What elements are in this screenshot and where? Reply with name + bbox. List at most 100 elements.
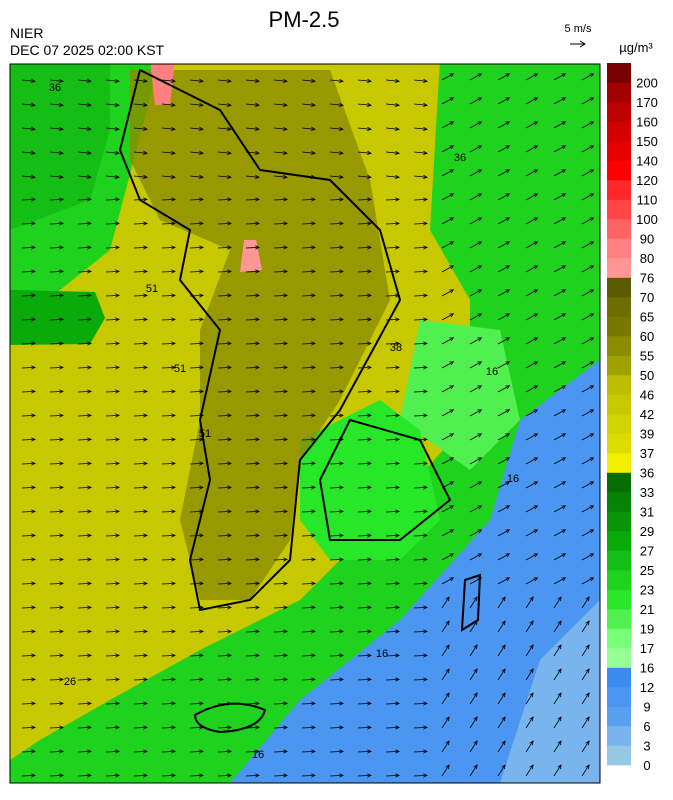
- wind-arrow: [189, 510, 204, 513]
- wind-arrow-head: [395, 725, 400, 730]
- wind-arrow: [413, 198, 428, 201]
- wind-arrow-head: [115, 461, 120, 466]
- wind-arrow: [77, 726, 92, 729]
- wind-arrow: [441, 217, 454, 225]
- wind-arrow: [105, 654, 120, 657]
- wind-arrow-head: [529, 668, 534, 674]
- wind-arrow-head: [171, 102, 176, 108]
- wind-arrow: [301, 534, 316, 537]
- wind-arrow: [133, 294, 148, 297]
- wind-arrow-head: [311, 605, 316, 610]
- wind-arrow: [77, 366, 92, 369]
- wind-arrow-head: [255, 581, 260, 586]
- wind-arrow-head: [87, 533, 92, 538]
- wind-arrow: [441, 289, 454, 297]
- wind-arrow: [49, 222, 64, 225]
- colorbar-tick-label: 110: [637, 193, 658, 208]
- wind-arrow-head: [473, 596, 478, 602]
- wind-arrow-head: [255, 557, 260, 562]
- wind-arrow-head: [533, 121, 539, 126]
- wind-arrow: [49, 774, 64, 777]
- wind-arrow: [413, 486, 428, 489]
- wind-arrow-head: [115, 629, 120, 634]
- wind-arrow-head: [283, 389, 288, 394]
- wind-arrow-head: [87, 174, 92, 180]
- wind-arrow-head: [59, 78, 64, 84]
- wind-arrow: [581, 217, 594, 225]
- wind-arrow-head: [311, 269, 316, 274]
- wind-arrow: [105, 103, 119, 106]
- wind-arrow-head: [283, 221, 288, 226]
- wind-arrow-head: [255, 389, 260, 394]
- wind-arrow: [553, 433, 566, 441]
- wind-arrow: [553, 529, 566, 537]
- wind-arrow: [497, 289, 510, 297]
- wind-arrow: [469, 169, 482, 177]
- wind-arrow-head: [449, 385, 455, 390]
- wind-arrow-head: [143, 389, 148, 394]
- wind-arrow: [77, 486, 92, 489]
- wind-arrow-head: [589, 121, 595, 126]
- wind-arrow-head: [143, 150, 148, 156]
- wind-arrow: [497, 193, 510, 201]
- wind-arrow-head: [255, 437, 260, 442]
- wind-arrow: [21, 390, 36, 393]
- wind-arrow: [469, 313, 482, 321]
- wind-arrow: [161, 486, 176, 489]
- colorbar-segment: [607, 609, 631, 629]
- wind-arrow: [245, 198, 260, 201]
- wind-arrow-head: [227, 78, 232, 84]
- wind-arrow-head: [311, 293, 316, 298]
- timestamp: DEC 07 2025 02:00 KST: [10, 42, 165, 58]
- wind-arrow-head: [31, 221, 36, 226]
- wind-arrow-head: [311, 437, 316, 442]
- wind-arrow: [525, 764, 534, 777]
- wind-arrow-head: [199, 557, 204, 562]
- wind-arrow-head: [339, 389, 344, 394]
- wind-arrow: [189, 151, 203, 154]
- wind-arrow: [21, 606, 36, 609]
- wind-arrow-head: [585, 764, 590, 770]
- wind-arrow: [301, 175, 315, 178]
- wind-arrow: [49, 79, 63, 82]
- wind-arrow: [161, 606, 176, 609]
- wind-arrow: [105, 774, 120, 777]
- wind-arrow-head: [339, 677, 344, 682]
- wind-arrow: [497, 313, 510, 321]
- wind-arrow-head: [339, 174, 344, 180]
- wind-arrow-head: [59, 365, 64, 370]
- wind-arrow-head: [227, 725, 232, 730]
- wind-arrow-head: [283, 725, 288, 730]
- wind-arrow-head: [561, 337, 567, 342]
- wind-arrow-head: [473, 764, 478, 770]
- wind-arrow-head: [339, 365, 344, 370]
- wind-arrow: [469, 241, 482, 249]
- wind-arrow-head: [31, 605, 36, 610]
- wind-arrow: [161, 294, 176, 297]
- wind-arrow-head: [445, 644, 450, 650]
- wind-arrow: [413, 342, 428, 345]
- wind-arrow-head: [255, 629, 260, 634]
- wind-arrow-head: [423, 557, 428, 562]
- wind-arrow-head: [171, 725, 176, 730]
- wind-arrow-head: [199, 677, 204, 682]
- wind-arrow-head: [529, 596, 534, 602]
- wind-arrow-head: [449, 73, 455, 78]
- wind-arrow: [469, 217, 482, 225]
- wind-arrow: [105, 750, 120, 753]
- wind-arrow: [357, 366, 372, 369]
- wind-arrow: [245, 438, 260, 441]
- wind-arrow-head: [199, 150, 204, 156]
- wind-arrow-head: [255, 102, 260, 108]
- wind-arrow: [525, 361, 538, 369]
- wind-arrow: [133, 750, 148, 753]
- wind-arrow-head: [477, 73, 483, 78]
- wind-arrow: [497, 337, 510, 345]
- wind-arrow-head: [529, 644, 534, 650]
- wind-arrow-head: [311, 725, 316, 730]
- colorbar: 0369121617192123252729313336373942465055…: [607, 63, 658, 773]
- wind-arrow: [553, 596, 562, 609]
- colorbar-tick-label: 42: [640, 407, 654, 422]
- wind-arrow-head: [143, 557, 148, 562]
- wind-arrow-head: [115, 389, 120, 394]
